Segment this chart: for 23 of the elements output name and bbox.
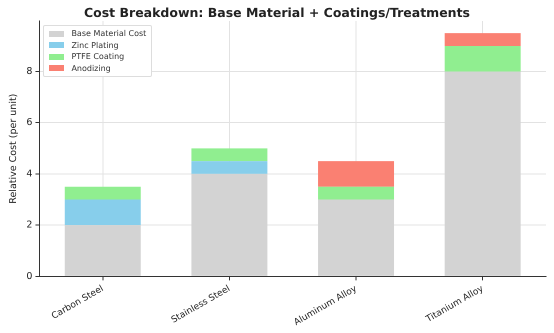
y-tick-label: 2: [26, 220, 32, 231]
bar: [191, 161, 268, 174]
bar: [318, 161, 394, 187]
legend-label: Anodizing: [71, 64, 111, 73]
y-tick-label: 0: [26, 270, 32, 282]
bar: [444, 33, 521, 46]
chart-title: Cost Breakdown: Base Material + Coatings/Treatments: [82, 5, 472, 20]
y-axis-title: Relative Cost (per unit): [8, 94, 20, 204]
legend-label: PTFE Coating: [71, 52, 124, 62]
y-tick-label: 6: [26, 117, 32, 128]
bar: [191, 148, 268, 162]
bar: [191, 174, 268, 276]
bar: [64, 225, 141, 276]
bar: [64, 186, 141, 200]
bar: [318, 200, 394, 276]
bar: [318, 186, 394, 200]
legend-label: Base Material Cost: [71, 29, 146, 38]
bar: [64, 200, 141, 226]
bar: [444, 72, 521, 276]
y-tick-label: 4: [26, 168, 32, 180]
legend-label: Zinc Plating: [71, 40, 119, 50]
y-tick-label: 8: [26, 66, 32, 78]
bar: [444, 46, 521, 72]
